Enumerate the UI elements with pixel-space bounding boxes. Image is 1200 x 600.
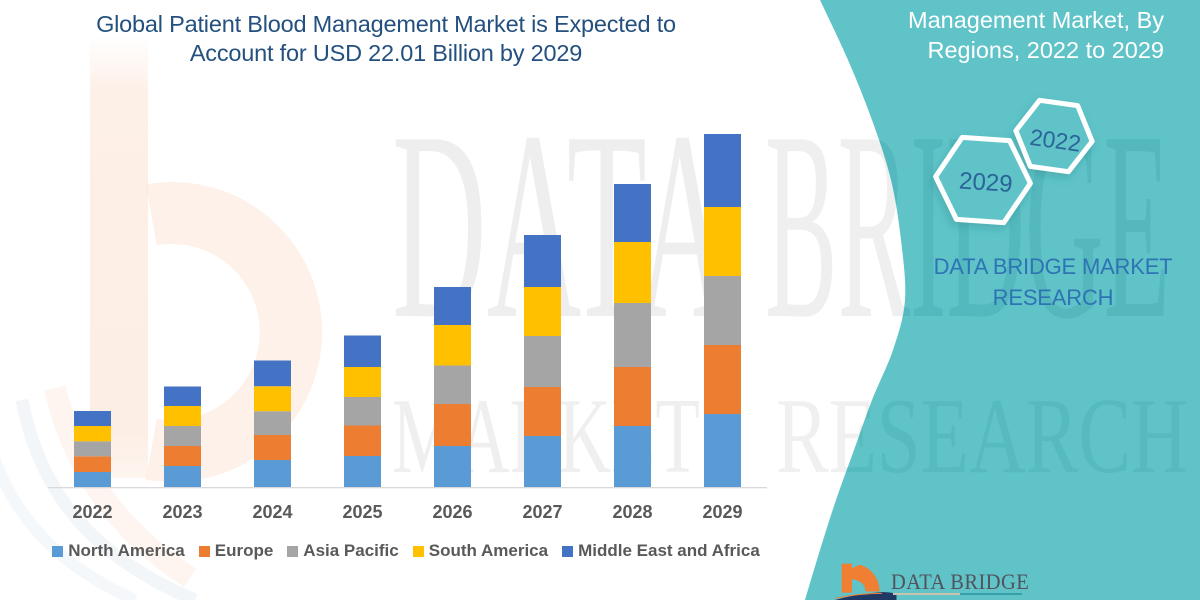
svg-text:2029: 2029 bbox=[958, 167, 1013, 198]
